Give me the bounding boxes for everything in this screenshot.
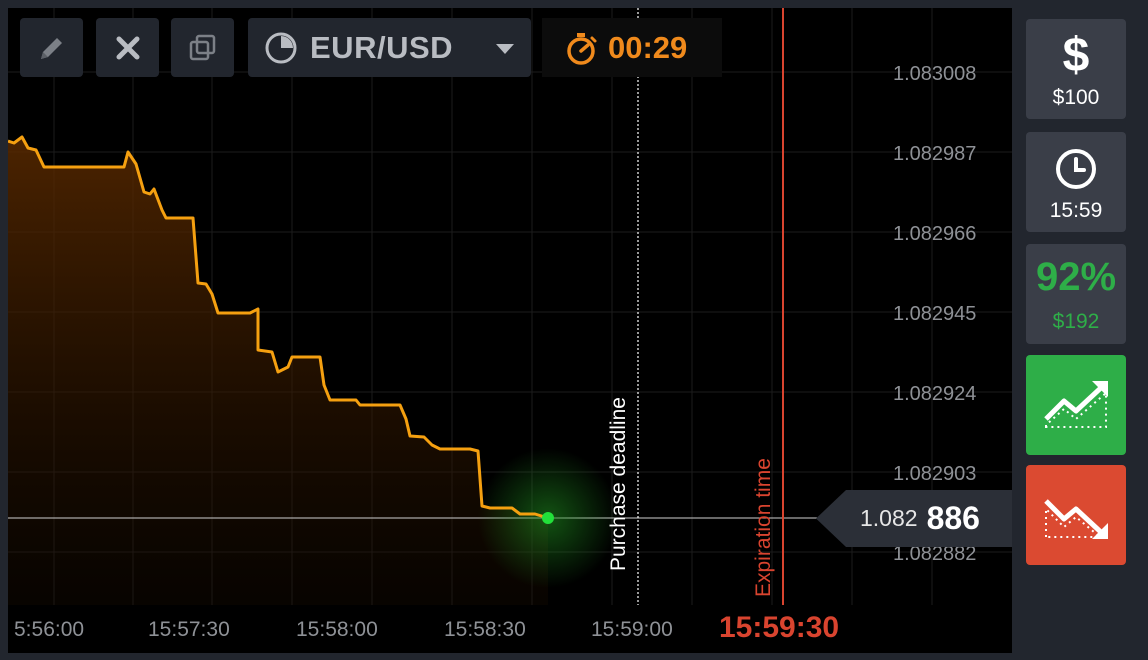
price-tick-label: 1.082903	[893, 463, 977, 485]
purchase-deadline-label: Purchase deadline	[607, 397, 630, 571]
trend-down-icon	[1044, 499, 1108, 539]
asset-selector[interactable]: EUR/USD	[248, 18, 531, 77]
delete-button[interactable]	[96, 18, 159, 77]
time-tick-label: 5:56:00	[14, 618, 85, 641]
edit-button[interactable]	[20, 18, 83, 77]
current-price-prefix: 1.082	[860, 505, 918, 531]
current-price-tag: 1.082 886	[816, 490, 1012, 547]
time-tick-label: 15:58:00	[296, 618, 378, 641]
chart-area[interactable]: EUR/USD 00:29 1.083008 1.082987 1.082966…	[8, 8, 1012, 653]
timer-value: 00:29	[608, 29, 688, 65]
svg-text:$: $	[1063, 29, 1090, 82]
payout-percent: 92%	[1035, 255, 1117, 299]
price-tick-label: 1.083008	[893, 63, 977, 85]
call-button[interactable]	[1026, 355, 1126, 455]
payout-amount: $192	[1052, 310, 1100, 333]
chevron-down-icon	[496, 44, 514, 54]
price-line	[8, 135, 549, 520]
clock-icon	[265, 32, 297, 63]
payout-info: 92% $192	[1026, 244, 1126, 344]
price-tick-label: 1.082966	[893, 223, 977, 245]
time-tick-label: 15:58:30	[444, 618, 526, 641]
current-point-dot	[542, 512, 554, 524]
countdown-timer: 00:29	[542, 18, 722, 77]
stopwatch-icon	[567, 32, 597, 65]
trade-panel: $ $100 15:59 92% $192	[1012, 0, 1148, 660]
current-price-value: 1.082 886	[860, 490, 980, 547]
expiry-time-value: 15:59	[1049, 199, 1103, 222]
edit-icon	[40, 37, 62, 59]
price-tag-shape	[816, 490, 1012, 547]
time-tick-label: 15:57:30	[148, 618, 230, 641]
price-tick-label: 1.082882	[893, 543, 977, 565]
time-tick-label: 15:59:00	[591, 618, 673, 641]
expiration-time-label: Expiration time	[752, 458, 775, 597]
investment-amount-button[interactable]: $ $100	[1026, 19, 1126, 119]
close-icon	[116, 36, 139, 59]
copy-icon	[189, 34, 215, 60]
price-tick-label: 1.082945	[893, 303, 977, 325]
price-tick-label: 1.082924	[893, 383, 977, 405]
price-tick-label: 1.082987	[893, 143, 977, 165]
expiration-time-value: 15:59:30	[719, 611, 840, 644]
price-chart	[8, 8, 1012, 605]
dollar-icon: $	[1063, 29, 1090, 82]
asset-label: EUR/USD	[310, 29, 454, 65]
investment-amount-value: $100	[1052, 86, 1100, 109]
current-price-suffix: 886	[926, 500, 980, 536]
price-area-fill	[8, 137, 548, 605]
duplicate-button[interactable]	[171, 18, 234, 77]
put-button[interactable]	[1026, 465, 1126, 565]
clock-icon	[1056, 149, 1096, 189]
expiry-time-button[interactable]: 15:59	[1026, 132, 1126, 232]
trend-up-icon	[1044, 381, 1108, 428]
